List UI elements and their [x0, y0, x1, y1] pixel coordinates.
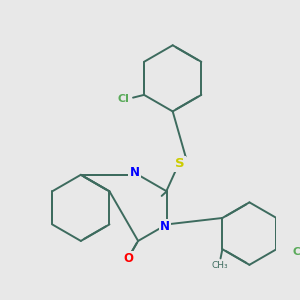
Text: S: S: [175, 157, 185, 170]
Text: Cl: Cl: [118, 94, 130, 104]
Text: N: N: [160, 220, 170, 233]
Text: Cl: Cl: [292, 247, 300, 257]
Text: N: N: [129, 167, 140, 179]
Text: CH₃: CH₃: [211, 261, 228, 270]
Text: O: O: [123, 252, 133, 265]
